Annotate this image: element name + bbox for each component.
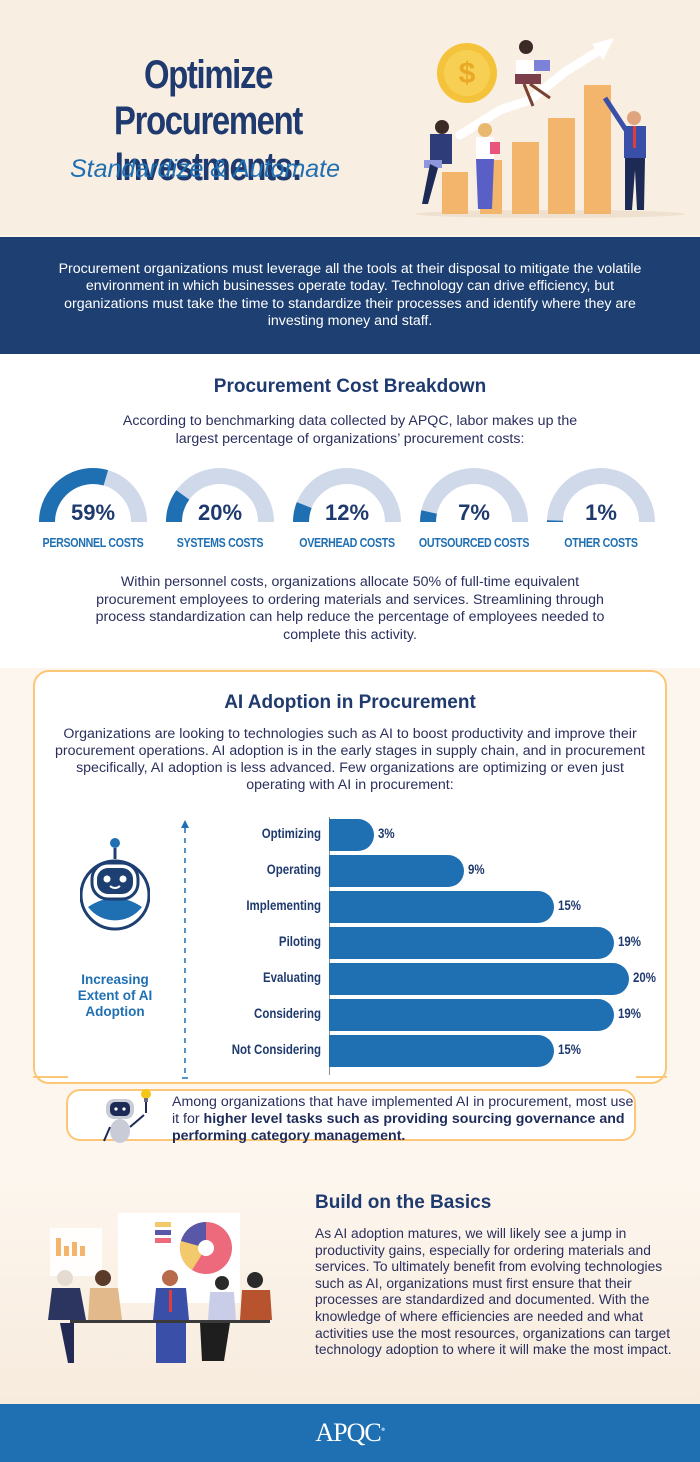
bar-row: Implementing 15% (205, 891, 645, 923)
bar-value-label: 15% (558, 898, 581, 913)
bar (329, 891, 554, 923)
ai-adoption-card: AI Adoption in Procurement Organizations… (33, 670, 667, 1084)
cost-breakdown-title: Procurement Cost Breakdown (213, 376, 487, 397)
gauge-arc (39, 468, 147, 523)
build-on-basics-title: Build on the Basics (315, 1192, 492, 1213)
gauge-value: 12% (324, 500, 370, 525)
gauge-arc (420, 468, 528, 523)
callout-connector-left (33, 1076, 68, 1078)
bar (329, 999, 614, 1031)
ai-adoption-section: AI Adoption in Procurement Organizations… (0, 668, 700, 1178)
axis-caption: Increasing Extent of AI Adoption (77, 972, 153, 1019)
bar-value-label: 9% (468, 862, 485, 877)
gauge-label: OTHER COSTS (564, 535, 638, 550)
bar-category-label: Optimizing (261, 825, 321, 841)
gauge-personnel-costs: 59% PERSONNEL COSTS (38, 466, 148, 550)
callout-connector-right (636, 1076, 667, 1078)
bar (329, 963, 629, 995)
gauge-fill (39, 468, 109, 523)
gauge-value: 20% (197, 500, 243, 525)
bar-value-label: 20% (633, 970, 656, 985)
bar-row: Evaluating 20% (205, 963, 656, 995)
bar (329, 927, 614, 959)
bar-row: Operating 9% (205, 855, 645, 887)
bar-row: Optimizing 3% (205, 819, 645, 851)
upward-arrow-icon (181, 820, 189, 1079)
gauge-value: 1% (585, 500, 617, 525)
gauge-arc (547, 468, 655, 523)
gauge-value: 59% (70, 500, 116, 525)
gauge-arc (166, 468, 274, 523)
bar-value-label: 15% (558, 1042, 581, 1057)
gauge-label: OVERHEAD COSTS (299, 535, 395, 550)
cost-breakdown-section: Procurement Cost Breakdown According to … (0, 354, 700, 668)
gauge-track (547, 468, 655, 523)
gauge-outsourced-costs: 7% OUTSOURCED COSTS (419, 466, 529, 550)
gauge-other-costs: 1% OTHER COSTS (546, 466, 656, 550)
ai-adoption-title: AI Adoption in Procurement (224, 692, 476, 713)
gauge-fill (166, 490, 190, 523)
gauge-fill (420, 510, 437, 523)
bar-value-label: 19% (618, 1006, 641, 1021)
bar-row: Considering 19% (205, 999, 645, 1031)
team-meeting-icon (48, 1213, 272, 1363)
personnel-costs-note: Within personnel costs, organizations al… (95, 574, 605, 643)
page-title: Optimize Procurement Investments: (69, 52, 348, 190)
gauge-fill (293, 502, 312, 523)
callout-text-bold: higher level tasks such as providing sou… (172, 1111, 625, 1144)
bar (329, 1035, 554, 1067)
bar-row: Not Considering 15% (205, 1035, 645, 1067)
intro-banner: Procurement organizations must leverage … (0, 237, 700, 354)
bar-category-label: Evaluating (262, 969, 321, 985)
ai-usage-text: Among organizations that have implemente… (172, 1094, 642, 1145)
build-on-basics-body: As AI adoption matures, we will likely s… (315, 1226, 672, 1358)
bar-row: Piloting 19% (205, 927, 645, 959)
bar-category-label: Considering (254, 1005, 321, 1021)
cost-breakdown-lead: According to benchmarking data collected… (122, 413, 578, 447)
bar-category-label: Implementing (246, 897, 321, 913)
bar (329, 855, 464, 887)
robot-icon (80, 838, 150, 931)
hero-section: Optimize Procurement Investments: Standa… (0, 0, 700, 235)
ai-usage-callout: Among organizations that have implemente… (66, 1089, 636, 1144)
registered-mark-icon: ● (380, 1424, 386, 1434)
gauge-label: SYSTEMS COSTS (176, 535, 264, 550)
cost-gauges: 59% PERSONNEL COSTS 20% SYSTEMS COSTS 12… (38, 466, 668, 550)
bar (329, 819, 374, 851)
page-subtitle: Standardize & Automate (69, 155, 341, 183)
bar-category-label: Piloting (278, 933, 321, 949)
gauge-track (420, 468, 528, 523)
title-line-1: Optimize Procurement (114, 53, 303, 143)
footer: APQC● (0, 1404, 700, 1462)
bar-value-label: 19% (618, 934, 641, 949)
gauge-value: 7% (458, 500, 490, 525)
svg-text:$: $ (459, 57, 476, 90)
logo-text: APQC (315, 1418, 381, 1447)
callout-text-plain: Among organizations that have implemente… (172, 1094, 634, 1127)
gauge-track (293, 468, 401, 523)
bar-category-label: Operating (266, 861, 321, 877)
ai-adoption-bar-chart: Optimizing 3% Operating 9% Implementing 15% Pi… (205, 817, 656, 1075)
apqc-logo[interactable]: APQC● (315, 1418, 386, 1448)
business-growth-chart-icon: $ (415, 38, 685, 218)
gauge-overhead-costs: 12% OVERHEAD COSTS (292, 466, 402, 550)
build-on-basics-section: Build on the Basics As AI adoption matur… (0, 1178, 700, 1404)
robot-lightbulb-icon (103, 1089, 151, 1143)
gauge-arc (293, 468, 401, 523)
gauge-label: OUTSOURCED COSTS (418, 535, 530, 550)
bar-category-label: Not Considering (231, 1041, 321, 1057)
bar-value-label: 3% (378, 826, 395, 841)
ai-adoption-lead: Organizations are looking to technologie… (55, 726, 645, 793)
gauge-label: PERSONNEL COSTS (42, 535, 144, 550)
gauge-systems-costs: 20% SYSTEMS COSTS (165, 466, 275, 550)
intro-text: Procurement organizations must leverage … (58, 260, 642, 330)
title-line-2: Investments: (114, 145, 303, 189)
